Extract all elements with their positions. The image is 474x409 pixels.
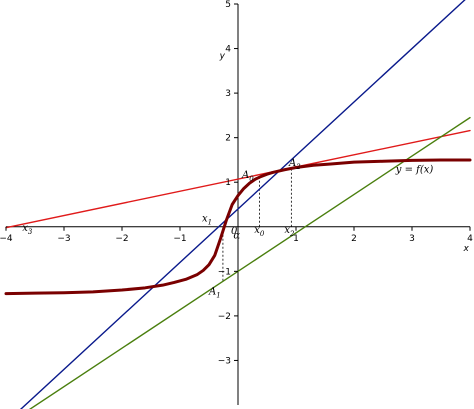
annotations: x3 x1 x0 x2 A0 A2 A1 α0 (22, 158, 301, 299)
tick-labels: −4 −3 −2 −1 1 2 3 4 −3 −2 −1 1 2 3 4 5 (0, 0, 473, 366)
annotation-label: x1 (202, 213, 212, 226)
annotation-label: α (233, 230, 240, 241)
y-tick-label: 4 (225, 45, 231, 55)
annotation-label: A2 (288, 158, 301, 171)
y-tick-label: 1 (225, 178, 231, 188)
x-tick-label: −1 (173, 234, 186, 244)
x-tick-label: −3 (57, 234, 70, 244)
y-tick-label: −2 (218, 312, 231, 322)
annotation-label: 0 (231, 226, 238, 237)
line-series-1 (19, 0, 466, 409)
y-tick-label: −1 (218, 267, 231, 277)
annotation-label: x0 (254, 225, 265, 238)
annotation-label: A0 (241, 170, 254, 183)
x-tick-label: −2 (115, 234, 128, 244)
y-tick-label: 2 (225, 134, 231, 144)
x-tick-label: 1 (293, 234, 299, 244)
annotation-label: x2 (284, 225, 295, 238)
curve-label: y = f(x) (395, 164, 434, 175)
x-tick-label: 2 (351, 234, 357, 244)
y-tick-label: 5 (225, 0, 231, 10)
y-tick-label: 3 (225, 89, 231, 99)
line-series-2 (5, 129, 471, 229)
y-axis-label: y (219, 51, 226, 61)
annotation-label: x3 (22, 223, 33, 236)
x-tick-label: −4 (0, 234, 13, 244)
curve-f (4, 158, 472, 296)
y-tick-label: −3 (218, 356, 231, 366)
annotation-label: A1 (208, 287, 221, 300)
x-tick-label: 3 (409, 234, 415, 244)
x-tick-label: 4 (467, 234, 473, 244)
x-axis-label: x (463, 244, 470, 254)
axes (6, 4, 470, 405)
